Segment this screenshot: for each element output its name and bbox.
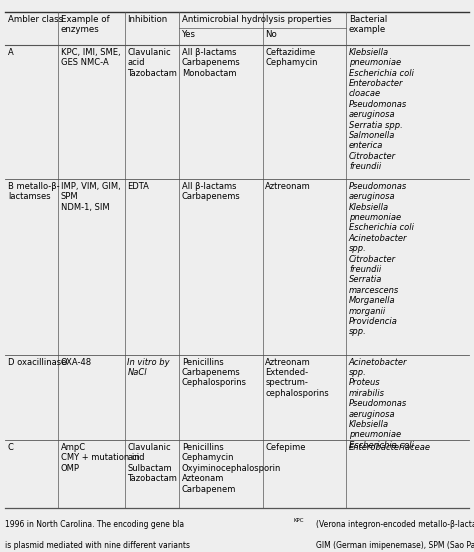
Text: In vitro by
NaCl: In vitro by NaCl [128, 358, 170, 377]
Text: D oxacillinase: D oxacillinase [8, 358, 66, 367]
Text: Antimicrobial hydrolysis properties: Antimicrobial hydrolysis properties [182, 14, 331, 24]
Text: Example of
enzymes: Example of enzymes [61, 14, 109, 34]
Text: Cefepime: Cefepime [265, 443, 306, 452]
Text: Ceftazidime
Cephamycin: Ceftazidime Cephamycin [265, 47, 318, 67]
Text: is plasmid mediated with nine different variants: is plasmid mediated with nine different … [5, 542, 190, 550]
Text: Ambler class: Ambler class [8, 14, 63, 24]
Text: B metallo-β-
lactamses: B metallo-β- lactamses [8, 182, 60, 201]
Text: Clavulanic
acid
Sulbactam
Tazobactam: Clavulanic acid Sulbactam Tazobactam [128, 443, 177, 483]
Text: Acinetobacter
spp.
Proteus
mirabilis
Pseudomonas
aeruginosa
Klebsiella
pneumonia: Acinetobacter spp. Proteus mirabilis Pse… [349, 358, 414, 450]
Text: IMP, VIM, GIM,
SPM
NDM-1, SIM: IMP, VIM, GIM, SPM NDM-1, SIM [61, 182, 121, 211]
Text: Enterobacteriaceae: Enterobacteriaceae [349, 443, 431, 452]
Text: KPC: KPC [294, 518, 304, 523]
Text: No: No [265, 30, 277, 39]
Text: Bacterial
example: Bacterial example [349, 14, 387, 34]
Text: Penicillins
Cephamycin
Oxyiminocephalosporin
Azteonam
Carbapenem: Penicillins Cephamycin Oxyiminocephalosp… [182, 443, 281, 493]
Text: C: C [8, 443, 14, 452]
Text: Klebsiella
pneumoniae
Escherichia coli
Enterobacter
cloacae
Pseudomonas
aerugino: Klebsiella pneumoniae Escherichia coli E… [349, 47, 414, 171]
Text: EDTA: EDTA [128, 182, 149, 191]
Text: Inhibition: Inhibition [128, 14, 168, 24]
Text: KPC, IMI, SME,
GES NMC-A: KPC, IMI, SME, GES NMC-A [61, 47, 120, 67]
Text: All β-lactams
Carbapenems
Monobactam: All β-lactams Carbapenems Monobactam [182, 47, 240, 77]
Text: OXA-48: OXA-48 [61, 358, 92, 367]
Text: (Verona integron-encoded metallo-β-lactamase: (Verona integron-encoded metallo-β-lacta… [316, 521, 474, 529]
Text: AmpC
CMY + mutation in
OMP: AmpC CMY + mutation in OMP [61, 443, 139, 473]
Text: Aztreonam
Extended-
spectrum-
cephalosporins: Aztreonam Extended- spectrum- cephalospo… [265, 358, 329, 398]
Text: Clavulanic
acid
Tazobactam: Clavulanic acid Tazobactam [128, 47, 177, 77]
Text: GIM (German imipenemase), SPM (Sao Pau: GIM (German imipenemase), SPM (Sao Pau [316, 542, 474, 550]
Text: Penicillins
Carbapenems
Cephalosporins: Penicillins Carbapenems Cephalosporins [182, 358, 247, 388]
Text: All β-lactams
Carbapenems: All β-lactams Carbapenems [182, 182, 240, 201]
Text: 1996 in North Carolina. The encoding gene bla: 1996 in North Carolina. The encoding gen… [5, 521, 184, 529]
Text: Yes: Yes [182, 30, 196, 39]
Text: Aztreonam: Aztreonam [265, 182, 311, 191]
Text: A: A [8, 47, 14, 57]
Text: Pseudomonas
aeruginosa
Klebsiella
pneumoniae
Escherichia coli
Acinetobacter
spp.: Pseudomonas aeruginosa Klebsiella pneumo… [349, 182, 414, 336]
